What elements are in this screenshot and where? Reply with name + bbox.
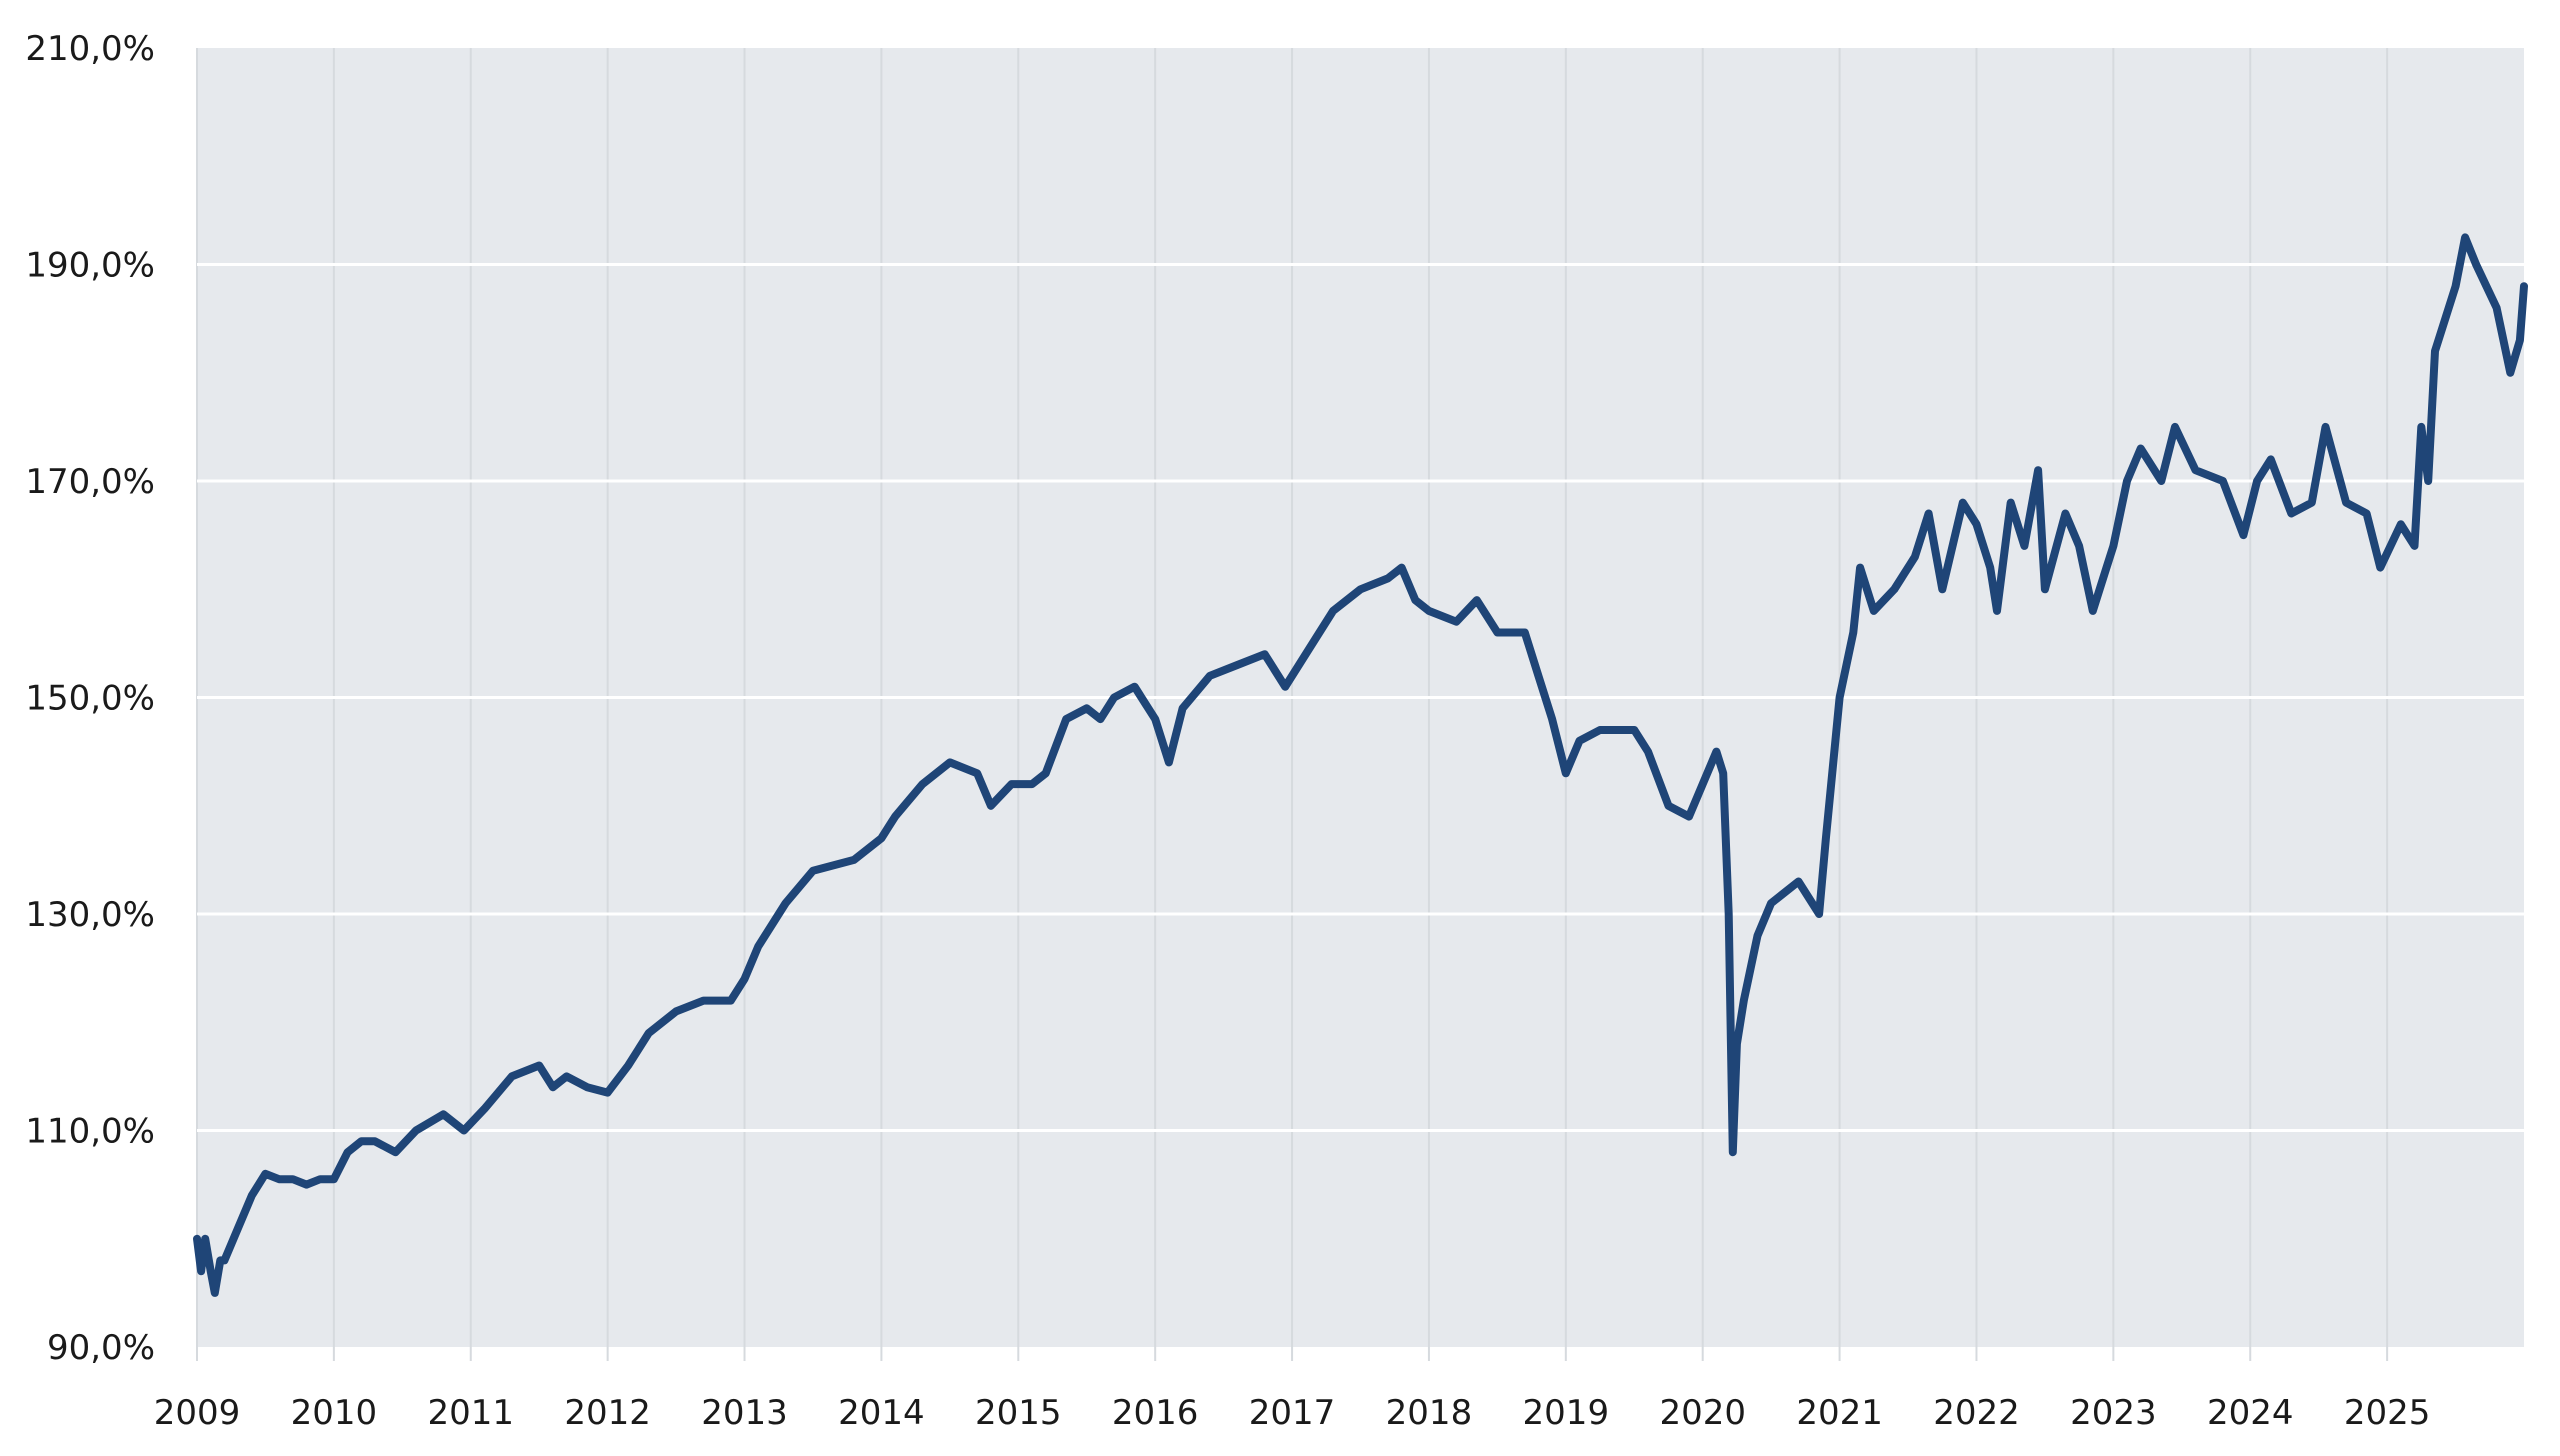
- x-tick-label: 2017: [1249, 1393, 1336, 1433]
- x-tick-label: 2022: [1933, 1393, 2020, 1433]
- x-tick-label: 2024: [2207, 1393, 2294, 1433]
- x-tick-label: 2023: [2070, 1393, 2157, 1433]
- x-tick-label: 2010: [291, 1393, 378, 1433]
- x-tick-label: 2019: [1523, 1393, 1610, 1433]
- x-tick-label: 2016: [1112, 1393, 1199, 1433]
- y-tick-label: 190,0%: [25, 246, 155, 286]
- x-tick-label: 2013: [701, 1393, 788, 1433]
- y-tick-label: 130,0%: [25, 895, 155, 935]
- x-tick-label: 2011: [427, 1393, 514, 1433]
- x-tick-label: 2014: [838, 1393, 925, 1433]
- series-line: [193, 233, 2528, 1297]
- y-tick-label: 170,0%: [25, 462, 155, 502]
- x-tick-label: 2018: [1386, 1393, 1473, 1433]
- y-tick-label: 110,0%: [25, 1112, 155, 1152]
- x-tick-label: 2015: [975, 1393, 1062, 1433]
- y-axis-tick-labels: 90,0% 110,0% 130,0% 150,0% 170,0% 190,0% 210,0…: [25, 29, 155, 1368]
- x-tick-label: 2025: [2344, 1393, 2431, 1433]
- horizontal-gridlines: [197, 263, 2524, 1132]
- x-axis-tick-labels: 2009 2010 2011 2012 2013 2014 2015 2016 2017 2018…: [154, 1393, 2431, 1433]
- x-tick-label: 2009: [154, 1393, 241, 1433]
- y-tick-label: 150,0%: [25, 679, 155, 719]
- vertical-gridlines: [196, 48, 2389, 1361]
- y-tick-label: 210,0%: [25, 29, 155, 69]
- y-tick-label: 90,0%: [47, 1328, 155, 1368]
- x-tick-label: 2021: [1796, 1393, 1883, 1433]
- x-tick-label: 2020: [1659, 1393, 1746, 1433]
- x-tick-label: 2012: [564, 1393, 651, 1433]
